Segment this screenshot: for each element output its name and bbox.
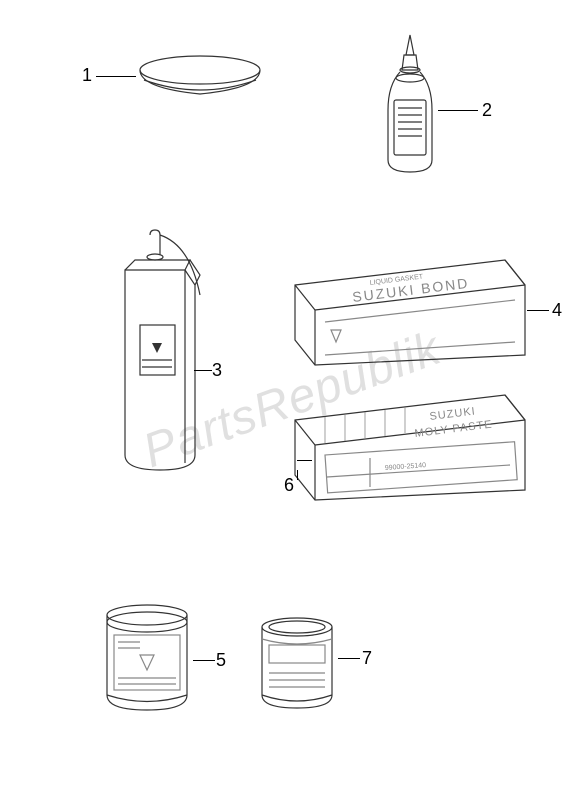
callout-2: 2 bbox=[482, 100, 492, 121]
leader-7 bbox=[338, 658, 360, 659]
callout-3: 3 bbox=[212, 360, 222, 381]
item-4-bond-box: LIQUID GASKET SUZUKI BOND bbox=[275, 250, 535, 370]
leader-6b bbox=[297, 460, 312, 461]
item-7-can bbox=[255, 615, 340, 715]
callout-4: 4 bbox=[552, 300, 562, 321]
item-3-oil-can bbox=[100, 225, 220, 485]
callout-5: 5 bbox=[216, 650, 226, 671]
item-6-moly-box: SUZUKI MOLY PASTE 99000-25140 bbox=[275, 385, 535, 505]
callout-1: 1 bbox=[82, 65, 92, 86]
callout-6: 6 bbox=[284, 475, 294, 496]
callout-7: 7 bbox=[362, 648, 372, 669]
leader-1 bbox=[96, 76, 136, 77]
leader-6 bbox=[297, 470, 298, 480]
diagram-container: PartsRepublik bbox=[0, 0, 584, 800]
item-2-bottle bbox=[370, 30, 450, 180]
item-6-sub-text: MOLY PASTE bbox=[414, 419, 493, 440]
leader-5 bbox=[193, 660, 215, 661]
leader-4 bbox=[527, 310, 549, 311]
item-1-cap bbox=[130, 50, 270, 110]
item-5-jar bbox=[100, 600, 195, 720]
leader-2 bbox=[438, 110, 478, 111]
leader-3 bbox=[194, 370, 212, 371]
